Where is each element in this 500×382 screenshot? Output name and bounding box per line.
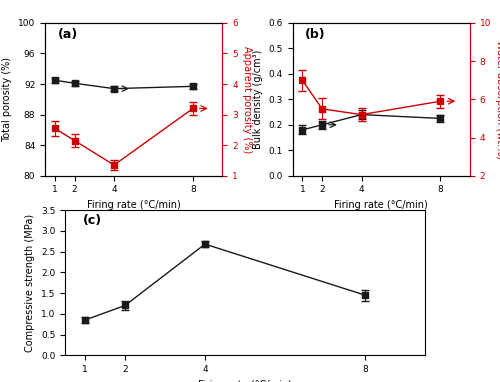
Text: (b): (b): [305, 28, 326, 40]
Text: (a): (a): [58, 28, 78, 40]
Text: (c): (c): [83, 214, 102, 227]
Y-axis label: Compressive strength (MPa): Compressive strength (MPa): [26, 214, 36, 352]
X-axis label: Firing rate (°C/min): Firing rate (°C/min): [334, 200, 428, 210]
Y-axis label: Water absorption (wt.%): Water absorption (wt.%): [495, 40, 500, 159]
X-axis label: Firing rate (°C/min): Firing rate (°C/min): [87, 200, 180, 210]
X-axis label: Firing rate (°C/min): Firing rate (°C/min): [198, 380, 292, 382]
Y-axis label: Total porosity (%): Total porosity (%): [2, 57, 12, 142]
Y-axis label: Bulk density (g/cm³): Bulk density (g/cm³): [253, 50, 263, 149]
Y-axis label: Apparent porosity (%): Apparent porosity (%): [242, 46, 252, 153]
